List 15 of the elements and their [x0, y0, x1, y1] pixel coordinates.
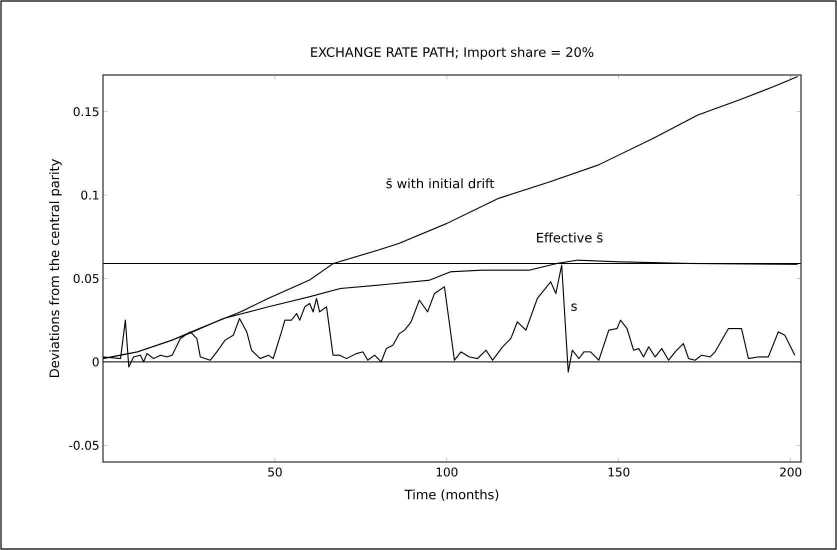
x-tick-label: 100 — [436, 467, 458, 477]
y-tick-label: 0.05 — [74, 274, 98, 284]
x-axis-title: Time (months) — [404, 489, 498, 501]
y-tick-label: 0.15 — [74, 107, 98, 116]
x-tick-label: 200 — [780, 467, 802, 477]
series-label: Effective s̄ — [537, 232, 603, 243]
y-tick-label: 0.1 — [81, 190, 98, 200]
x-tick-label: 150 — [608, 467, 630, 477]
x-tick-label: 50 — [268, 467, 282, 477]
y-tick-label: -0.05 — [69, 440, 98, 450]
y-tick-label: 0 — [92, 357, 99, 366]
chart-title: EXCHANGE RATE PATH; Import share = 20% — [311, 46, 594, 60]
y-axis-title: Deviations from the central parity — [49, 159, 62, 378]
series-label: s̄ with initial drift — [386, 178, 494, 188]
series-label: s — [571, 303, 577, 311]
